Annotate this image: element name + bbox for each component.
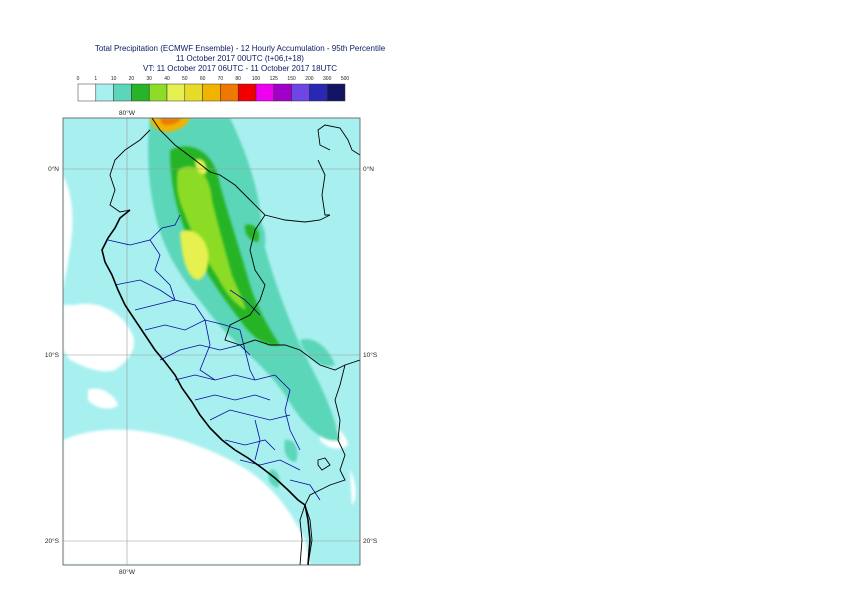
legend-threshold-label: 125 bbox=[270, 76, 279, 82]
regional-boundaries bbox=[107, 214, 321, 501]
map-title: Total Precipitation (ECMWF Ensemble) - 1… bbox=[94, 44, 386, 53]
map-base-time: 11 October 2017 00UTC (t+06,t+18) bbox=[176, 54, 304, 63]
legend-threshold-label: 80 bbox=[235, 76, 241, 82]
legend-threshold-label: 10 bbox=[111, 76, 117, 82]
precip-field-yellow-green bbox=[176, 166, 246, 310]
legend-threshold-label: 20 bbox=[129, 76, 135, 82]
legend-threshold-label: 40 bbox=[164, 76, 170, 82]
lat-label-right-2: 20°S bbox=[363, 537, 378, 545]
legend-threshold-label: 0 bbox=[77, 76, 80, 82]
legend-threshold-label: 1 bbox=[94, 76, 97, 82]
coastline bbox=[101, 209, 311, 565]
legend-threshold-label: 30 bbox=[146, 76, 152, 82]
legend-threshold-label: 100 bbox=[252, 76, 261, 82]
legend-threshold-label: 50 bbox=[182, 76, 188, 82]
lat-label-left-0: 0°N bbox=[48, 165, 59, 173]
legend-threshold-label: 60 bbox=[200, 76, 206, 82]
legend-swatch bbox=[326, 83, 346, 102]
lat-label-right-0: 0°N bbox=[363, 165, 374, 173]
lon-label-bottom: 80°W bbox=[119, 568, 136, 576]
precipitation-legend: 0 1 10 20 30 40 50 60 70 80 100 125 150 200 300 500 bbox=[77, 76, 350, 102]
lat-lon-gridlines bbox=[63, 118, 360, 565]
legend-threshold-label: 150 bbox=[287, 76, 296, 82]
legend-threshold-label: 70 bbox=[218, 76, 224, 82]
lon-label-top: 80°W bbox=[119, 109, 136, 117]
lat-label-left-1: 10°S bbox=[45, 351, 60, 359]
lat-label-right-1: 10°S bbox=[363, 351, 378, 359]
map-frame bbox=[62, 117, 361, 566]
precip-field-orange bbox=[150, 118, 190, 132]
map-valid-time: VT: 11 October 2017 06UTC - 11 October 2… bbox=[142, 64, 338, 73]
country-borders bbox=[109, 118, 360, 565]
precip-field-white-gaps bbox=[63, 175, 356, 565]
legend-threshold-label: 200 bbox=[305, 76, 314, 82]
legend-threshold-label: 300 bbox=[323, 76, 332, 82]
legend-threshold-label: 500 bbox=[341, 76, 350, 82]
lat-label-left-2: 20°S bbox=[45, 537, 60, 545]
